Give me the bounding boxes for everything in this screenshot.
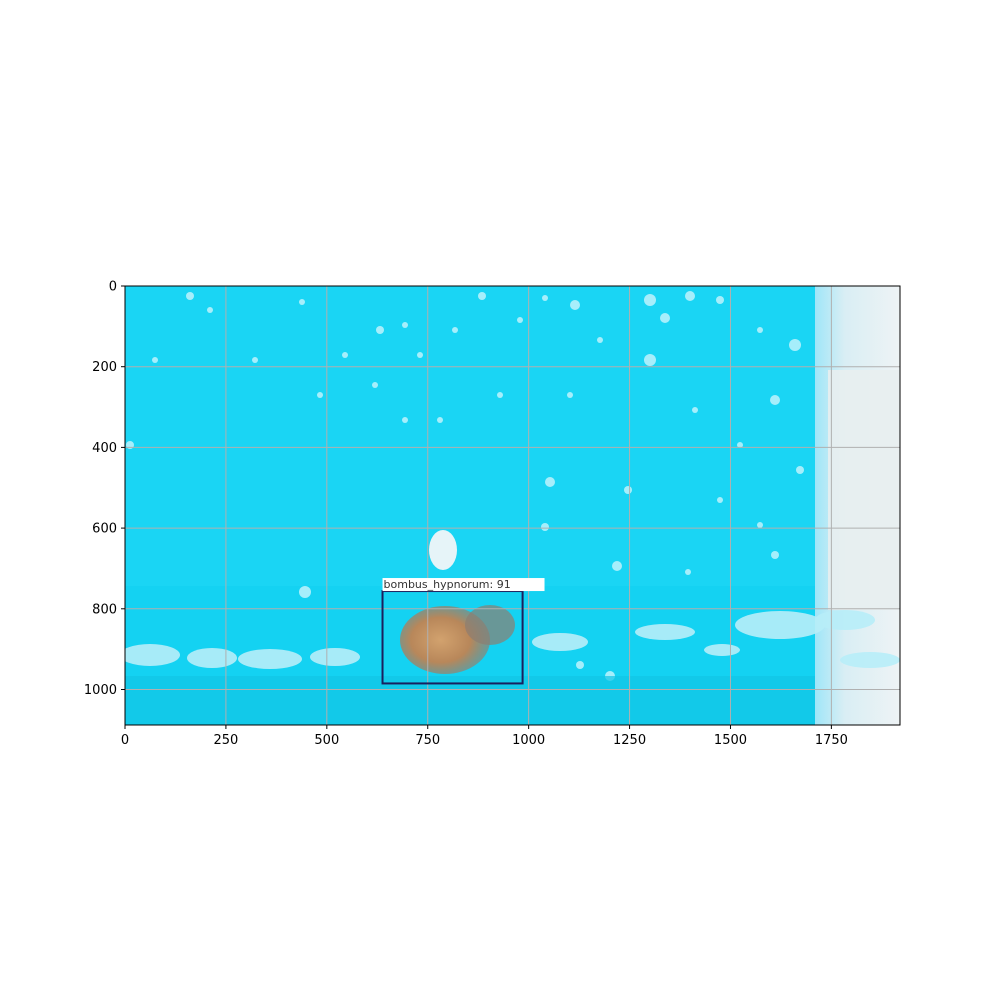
y-tick-label: 200 <box>92 360 117 375</box>
x-tick-label: 500 <box>314 733 339 748</box>
x-tick-label: 0 <box>121 733 129 748</box>
y-tick-label: 600 <box>92 522 117 537</box>
x-tick-label: 1250 <box>613 733 646 748</box>
y-tick-label: 1000 <box>84 683 117 698</box>
y-tick-label: 0 <box>109 280 117 295</box>
y-tick-label: 800 <box>92 602 117 617</box>
x-tick-label: 1500 <box>714 733 747 748</box>
x-tick-label: 1000 <box>512 733 545 748</box>
x-tick-label: 750 <box>415 733 440 748</box>
bee-wing <box>429 530 457 570</box>
y-tick-label: 400 <box>92 441 117 456</box>
axes-frame <box>124 285 901 726</box>
foam-band <box>125 610 900 669</box>
x-tick-label: 1750 <box>815 733 848 748</box>
x-tick-label: 250 <box>213 733 238 748</box>
x-axis: 0 250 500 750 1000 1250 1500 1750 <box>121 725 848 748</box>
detection-label: bombus_hypnorum: 91 <box>384 578 511 591</box>
y-axis: 0 200 400 600 800 1000 <box>84 280 125 698</box>
detection-label-background <box>382 578 545 592</box>
water-specks <box>126 291 804 681</box>
detection-overlay: bombus_hypnorum: 91 <box>381 578 545 685</box>
photo <box>125 286 900 725</box>
